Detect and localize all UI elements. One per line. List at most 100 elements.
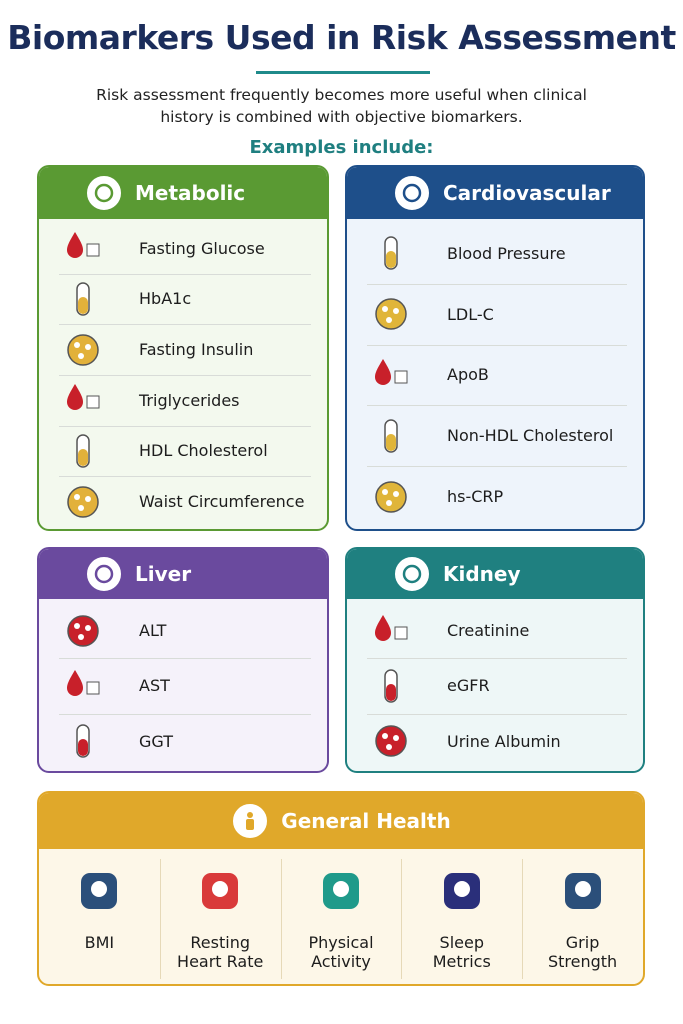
- panel-title: Cardiovascular: [443, 181, 611, 205]
- panel-header: Metabolic: [39, 167, 327, 219]
- icon: [67, 333, 99, 366]
- icon: [67, 485, 99, 518]
- header-icon: [85, 174, 123, 212]
- row-icon: [59, 482, 107, 522]
- header-icon: [85, 555, 123, 593]
- item-icon: [315, 859, 367, 923]
- icon: [384, 419, 398, 453]
- biomarker-row: Non-HDL Cholesterol: [367, 405, 627, 468]
- icon: [67, 384, 100, 411]
- biomarker-label: ALT: [139, 621, 167, 641]
- icon: [375, 614, 408, 641]
- biomarker-label: ApoB: [447, 365, 489, 385]
- row-icon: [367, 416, 415, 456]
- biomarker-label: hs-CRP: [447, 487, 504, 507]
- row-icon: [367, 477, 415, 517]
- row-icon: [59, 279, 107, 319]
- panel: Metabolic Fasting Glucose HbA1c Fasting Ins…: [37, 165, 329, 531]
- biomarker-row: ApoB: [367, 345, 627, 407]
- biomarker-row: ALT: [59, 603, 311, 660]
- biomarker-row: Waist Circumference: [59, 476, 311, 527]
- biomarker-label: Fasting Glucose: [139, 238, 265, 258]
- general-item: Resting Heart Rate: [160, 859, 282, 979]
- title-rule: [256, 71, 430, 74]
- biomarker-label: eGFR: [447, 676, 490, 696]
- row-icon: [59, 330, 107, 370]
- biomarker-label: Fasting Insulin: [139, 340, 254, 360]
- item-label: Resting Heart Rate: [177, 933, 264, 971]
- biomarker-row: Triglycerides: [59, 375, 311, 427]
- icon: [67, 232, 100, 259]
- icon: [67, 669, 100, 696]
- panel-header: General Health: [39, 793, 643, 849]
- biomarker-label: HbA1c: [139, 289, 192, 309]
- general-item: Sleep Metrics: [401, 859, 524, 979]
- biomarker-row: hs-CRP: [367, 466, 627, 527]
- icon: [443, 873, 480, 909]
- row-icon: [59, 431, 107, 471]
- row-icon: [59, 721, 107, 761]
- biomarker-label: Creatinine: [447, 621, 530, 641]
- panel: Cardiovascular Blood Pressure LDL-C ApoB Non…: [345, 165, 645, 531]
- icon: [384, 236, 398, 271]
- biomarker-row: HDL Cholesterol: [59, 426, 311, 478]
- panel: Liver ALT AST GGT: [37, 547, 329, 773]
- icon: [202, 873, 239, 909]
- item-icon: [436, 859, 488, 923]
- icon: [375, 358, 408, 385]
- examples-label: Examples include:: [249, 137, 434, 158]
- biomarker-row: Fasting Insulin: [59, 324, 311, 376]
- header-icon: [393, 174, 431, 212]
- item-label: BMI: [84, 933, 115, 952]
- biomarker-label: AST: [139, 676, 170, 696]
- icon: [375, 725, 407, 758]
- row-icon: [59, 380, 107, 420]
- header-glyph: [246, 812, 255, 830]
- biomarker-row: LDL-C: [367, 284, 627, 346]
- biomarker-row: GGT: [59, 714, 311, 769]
- item-icon: [73, 859, 125, 923]
- biomarker-row: Creatinine: [367, 603, 627, 660]
- header-icon: [231, 802, 270, 840]
- row-icon: [367, 294, 415, 334]
- panel: Kidney Creatinine eGFR Urine Albumin: [345, 547, 645, 773]
- biomarker-row: HbA1c: [59, 274, 311, 326]
- subtitle: Risk assessment frequently becomes more …: [96, 86, 587, 126]
- icon: [375, 298, 407, 330]
- biomarker-label: Blood Pressure: [447, 243, 566, 263]
- biomarker-label: GGT: [139, 731, 173, 751]
- row-icon: [367, 721, 415, 761]
- biomarker-row: Urine Albumin: [367, 714, 627, 769]
- panel-title: Kidney: [443, 562, 521, 586]
- biomarker-label: Triglycerides: [139, 390, 240, 410]
- biomarker-row: Blood Pressure: [367, 223, 627, 285]
- panel-header: Kidney: [347, 549, 643, 599]
- row-icon: [367, 611, 415, 651]
- panel-title: Metabolic: [135, 181, 246, 205]
- item-label: Sleep Metrics: [432, 933, 491, 971]
- row-icon: [59, 666, 107, 706]
- biomarker-label: Non-HDL Cholesterol: [447, 426, 614, 446]
- icon: [375, 480, 407, 513]
- biomarker-label: LDL-C: [447, 304, 494, 324]
- row-icon: [367, 233, 415, 273]
- row-icon: [59, 611, 107, 651]
- panel: General Health BMI Resting Heart Rate Physi…: [37, 791, 645, 986]
- row-icon: [367, 666, 415, 706]
- item-label: Physical Activity: [308, 933, 374, 971]
- general-item: BMI: [39, 859, 161, 979]
- biomarker-label: Waist Circumference: [139, 492, 305, 512]
- header-glyph: [402, 183, 422, 203]
- panel-title: Liver: [135, 562, 192, 586]
- row-icon: [59, 228, 107, 268]
- general-item: Physical Activity: [281, 859, 403, 979]
- icon: [322, 873, 359, 909]
- item-label: Grip Strength: [547, 933, 618, 971]
- header-glyph: [94, 183, 114, 203]
- biomarker-row: eGFR: [367, 658, 627, 715]
- icon: [76, 434, 90, 468]
- biomarker-label: Urine Albumin: [447, 731, 561, 751]
- icon: [564, 873, 601, 909]
- title: Biomarkers Used in Risk Assessment: [7, 18, 676, 57]
